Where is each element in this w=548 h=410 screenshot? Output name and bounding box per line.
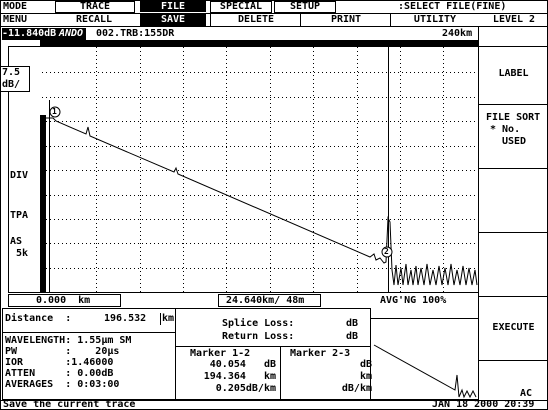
menu-label: MENU — [3, 14, 28, 25]
div-label: DIV — [10, 170, 29, 181]
distance-label: Distance : — [5, 313, 72, 324]
marker-circle — [381, 246, 393, 258]
file-name: 002.TRB:155DR — [96, 28, 175, 39]
distance-unit: km — [160, 313, 175, 325]
scale-box: 7.5 dB/ — [0, 66, 30, 92]
level-bar — [40, 115, 46, 292]
range-bar — [40, 40, 478, 46]
softkey[interactable] — [478, 232, 548, 297]
level-readout: -11.840dB — [2, 28, 57, 40]
menu-item[interactable]: DELETE — [210, 14, 301, 26]
mini-trace-box — [370, 318, 479, 400]
menu-item[interactable]: UTILITY — [390, 14, 479, 26]
span: 24.640km/ 48m — [226, 295, 305, 306]
status-message: Save the current trace — [3, 399, 136, 410]
loss-unit: dB — [346, 331, 359, 342]
marker-title: Marker 2-3 — [290, 348, 351, 359]
tab[interactable]: SPECIAL — [210, 1, 272, 13]
return-loss-label: Return Loss: — [222, 331, 295, 342]
marker-value: 194.364 km — [203, 371, 276, 382]
marker-number: 1 — [52, 107, 57, 116]
marker-number: 2 — [384, 247, 389, 256]
marker-value: dB — [359, 359, 372, 370]
status-text: :SELECT FILE(FINE) — [398, 1, 507, 12]
softkey-label[interactable]: * No. — [490, 124, 521, 135]
tpa-label: TPA — [10, 210, 29, 221]
softkey-label[interactable]: USED — [502, 136, 527, 147]
softkey-label[interactable]: LABEL — [498, 68, 529, 79]
param: PW : 20µs — [5, 346, 120, 357]
tab[interactable]: TRACE — [55, 1, 135, 13]
range-label: 240km — [442, 28, 473, 39]
softkey[interactable] — [478, 168, 548, 233]
tab[interactable]: FILE — [140, 1, 206, 12]
mode-label: MODE — [3, 1, 28, 12]
param: ATTEN : 0.00dB — [5, 368, 114, 379]
brand-logo: ANDO — [56, 28, 87, 40]
marker-value: 40.054 dB — [209, 359, 276, 370]
marker-value: dB/km — [341, 383, 372, 394]
scale-value: 7.5 — [2, 67, 21, 78]
field-box — [218, 294, 321, 307]
ac-indicator: AC — [520, 388, 533, 399]
averaging: AVG'NG 100% — [380, 295, 447, 306]
softkey-label[interactable]: EXECUTE — [492, 322, 535, 333]
marker-value: 0.205dB/km — [215, 383, 276, 394]
marker-circle — [49, 106, 61, 118]
as-label: AS — [10, 236, 23, 247]
start-distance: 0.000 km — [36, 295, 91, 306]
param: IOR :1.46000 — [5, 357, 114, 368]
softkey-label[interactable]: FILE SORT — [486, 112, 541, 123]
mini-trace — [373, 344, 477, 399]
tab[interactable]: SETUP — [274, 1, 336, 13]
loss-unit: dB — [346, 318, 359, 329]
menu-item[interactable]: SAVE — [140, 14, 206, 26]
scale-unit: dB/ — [2, 79, 21, 90]
menu-item[interactable]: PRINT — [300, 14, 391, 26]
trace — [46, 117, 478, 286]
graph-frame — [8, 46, 479, 293]
param: WAVELENGTH: 1.55µm SM — [5, 335, 132, 346]
param: AVERAGES : 0:03:00 — [5, 379, 120, 390]
menu-item[interactable]: RECALL — [75, 14, 113, 25]
marker-title: Marker 1-2 — [190, 348, 251, 359]
distance-value: 196.532 — [104, 313, 147, 324]
field-box — [8, 294, 121, 307]
level-label: LEVEL 2 — [492, 14, 536, 25]
date-time: JAN 18 2000 20:39 — [432, 399, 535, 410]
marker-value: km — [359, 371, 372, 382]
grid — [42, 47, 478, 292]
splice-loss-label: Splice Loss: — [222, 318, 295, 329]
as-value: 5k — [16, 248, 29, 259]
